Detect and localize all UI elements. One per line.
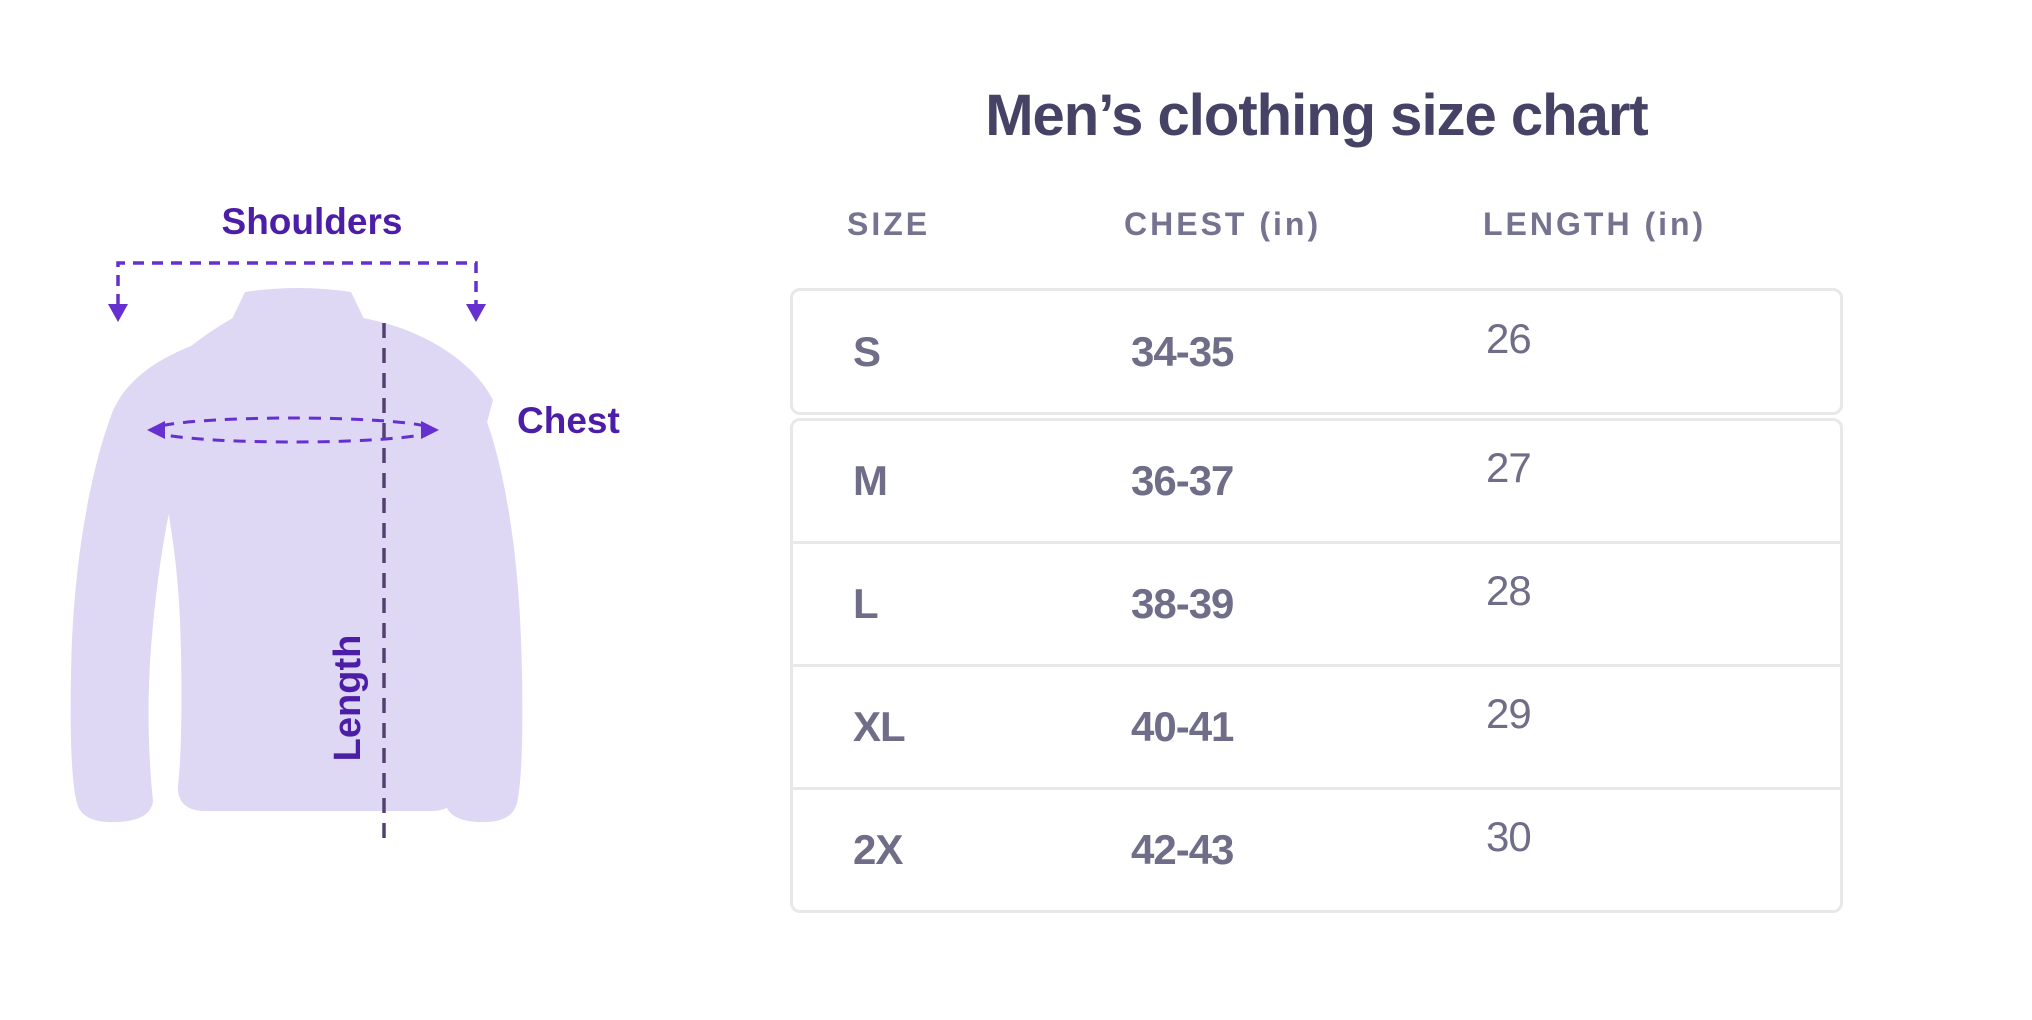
shirt-shape-icon xyxy=(70,288,523,823)
chest-cell: 34-35 xyxy=(1131,327,1234,375)
size-cell: S xyxy=(853,327,881,375)
length-cell: 27 xyxy=(1486,444,1532,491)
table-header-row: SIZE CHEST (in) LENGTH (in) xyxy=(790,200,1843,248)
table-row: 2X 42-43 30 xyxy=(793,787,1840,910)
right-arrow-icon xyxy=(421,421,439,439)
size-cell: XL xyxy=(853,703,906,750)
shirt-measurement-diagram: Shoulders Chest Length xyxy=(0,0,700,920)
column-header-length: LENGTH (in) xyxy=(1483,205,1707,242)
size-cell: L xyxy=(853,580,879,627)
down-arrow-icon xyxy=(108,304,128,322)
left-arrow-icon xyxy=(147,421,165,439)
column-header-size: SIZE xyxy=(847,205,931,242)
chest-cell: 42-43 xyxy=(1131,826,1234,873)
chest-cell: 36-37 xyxy=(1131,457,1234,504)
table-row: L 38-39 28 xyxy=(793,541,1840,664)
table-row-card: S 34-35 26 xyxy=(790,288,1843,415)
length-cell: 26 xyxy=(1486,314,1532,362)
chest-cell: 40-41 xyxy=(1131,703,1234,750)
length-cell: 29 xyxy=(1486,690,1532,737)
shoulders-label: Shoulders xyxy=(221,201,403,242)
chest-cell: 38-39 xyxy=(1131,580,1234,627)
chart-title: Men’s clothing size chart xyxy=(985,83,1649,148)
chest-label: Chest xyxy=(517,400,620,441)
down-arrow-icon xyxy=(466,304,486,322)
shirt-illustration xyxy=(70,261,523,840)
column-header-chest: CHEST (in) xyxy=(1124,205,1322,242)
table-row: XL 40-41 29 xyxy=(793,664,1840,787)
size-cell: 2X xyxy=(853,826,903,873)
length-cell: 30 xyxy=(1486,813,1532,860)
length-label: Length xyxy=(327,634,369,762)
table-row-group-card: M 36-37 27 L 38-39 28 XL 40-41 29 2X 42-… xyxy=(790,418,1843,913)
size-cell: M xyxy=(853,457,888,504)
table-row: S 34-35 26 xyxy=(793,291,1840,412)
chest-measure-icon xyxy=(147,416,439,444)
table-row: M 36-37 27 xyxy=(793,421,1840,541)
shoulders-bracket-icon xyxy=(108,261,486,322)
length-cell: 28 xyxy=(1486,567,1532,614)
